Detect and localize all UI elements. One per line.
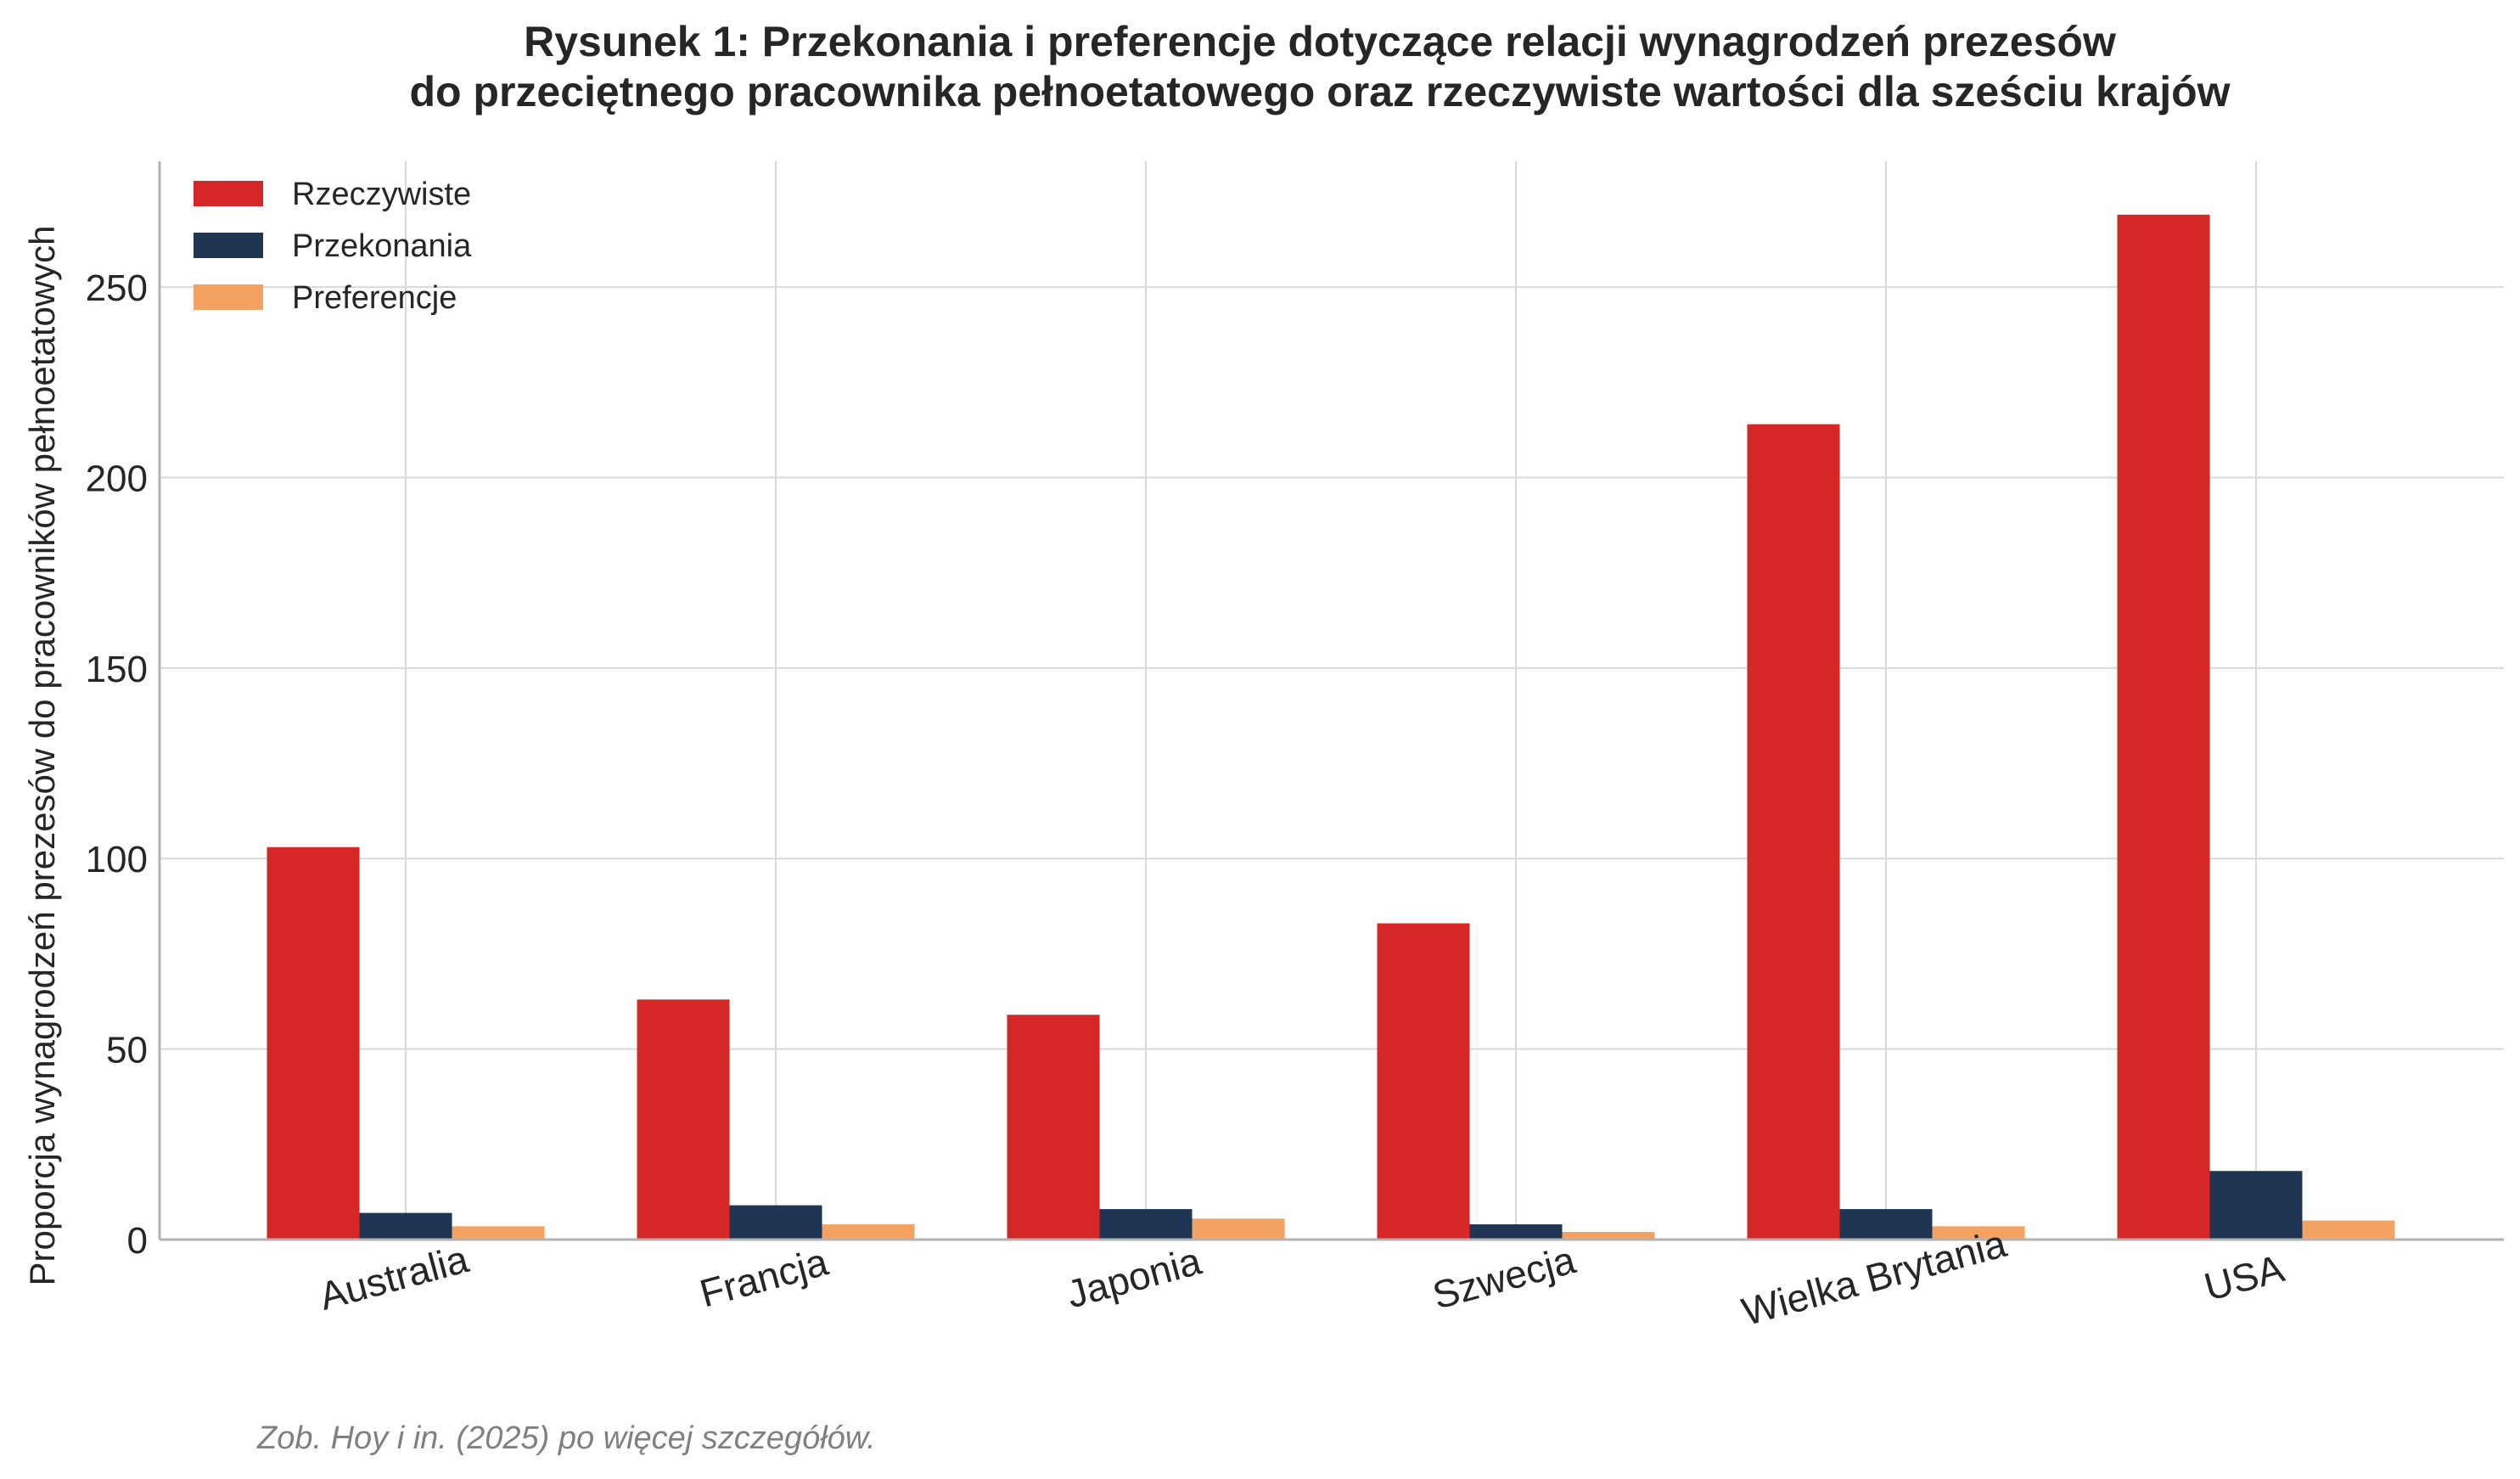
bars xyxy=(267,214,2395,1240)
legend-label: Przekonania xyxy=(292,228,472,264)
bar-rzeczywiste-szwecja xyxy=(1377,923,1470,1240)
x-tick-label: Japonia xyxy=(1062,1238,1206,1316)
bar-preferencje-japonia xyxy=(1192,1218,1285,1240)
x-tick-labels: Australia Francja Japonia Szwecja Wielka Bry… xyxy=(315,1221,2289,1334)
bar-preferencje-wielka-brytania xyxy=(1932,1226,2025,1240)
axes xyxy=(158,161,2504,1241)
source-note: Zob. Hoy i in. (2025) po więcej szczegół… xyxy=(256,1420,876,1456)
legend-label: Rzeczywiste xyxy=(292,177,471,212)
x-tick-label: Francja xyxy=(695,1239,833,1315)
bar-przekonania-wielka-brytania xyxy=(1839,1209,1933,1240)
bar-preferencje-usa xyxy=(2302,1220,2395,1240)
bar-rzeczywiste-francja xyxy=(637,999,730,1240)
y-tick-labels: 0 50 100 150 200 250 xyxy=(86,267,148,1262)
y-tick-label: 100 xyxy=(86,839,148,880)
chart-title-line-2: do przeciętnego pracownika pełnoetatoweg… xyxy=(409,68,2230,115)
legend-swatch xyxy=(194,233,263,258)
bar-preferencje-szwecja xyxy=(1562,1232,1655,1240)
grid xyxy=(160,161,2504,1240)
x-tick-label: Szwecja xyxy=(1428,1237,1580,1318)
y-tick-label: 0 xyxy=(127,1220,148,1262)
chart-title: Rysunek 1: Przekonania i preferencje dot… xyxy=(409,18,2230,115)
bar-przekonania-usa xyxy=(2209,1171,2303,1240)
y-tick-label: 150 xyxy=(86,649,148,690)
y-tick-label: 250 xyxy=(86,267,148,309)
bar-rzeczywiste-wielka-brytania xyxy=(1747,424,1840,1240)
x-tick-label: USA xyxy=(2199,1246,2288,1309)
chart-title-line-1: Rysunek 1: Przekonania i preferencje dot… xyxy=(524,18,2116,65)
bar-przekonania-francja xyxy=(729,1205,822,1240)
bar-przekonania-szwecja xyxy=(1469,1224,1563,1240)
bar-rzeczywiste-australia xyxy=(267,846,360,1240)
legend: Rzeczywiste Przekonania Preferencje xyxy=(194,177,472,316)
x-tick-label: Australia xyxy=(315,1236,474,1319)
bar-preferencje-francja xyxy=(822,1224,915,1240)
legend-swatch xyxy=(194,284,263,310)
bar-rzeczywiste-japonia xyxy=(1007,1015,1100,1240)
legend-label: Preferencje xyxy=(292,280,457,316)
bar-przekonania-japonia xyxy=(1099,1209,1193,1240)
y-axis-label: Proporcja wynagrodzeń prezesów do pracow… xyxy=(22,225,62,1285)
legend-swatch xyxy=(194,181,263,206)
y-tick-label: 50 xyxy=(106,1030,148,1071)
bar-preferencje-australia xyxy=(452,1226,545,1240)
bar-przekonania-australia xyxy=(359,1212,452,1240)
bar-rzeczywiste-usa xyxy=(2117,214,2210,1240)
y-tick-label: 200 xyxy=(86,458,148,499)
